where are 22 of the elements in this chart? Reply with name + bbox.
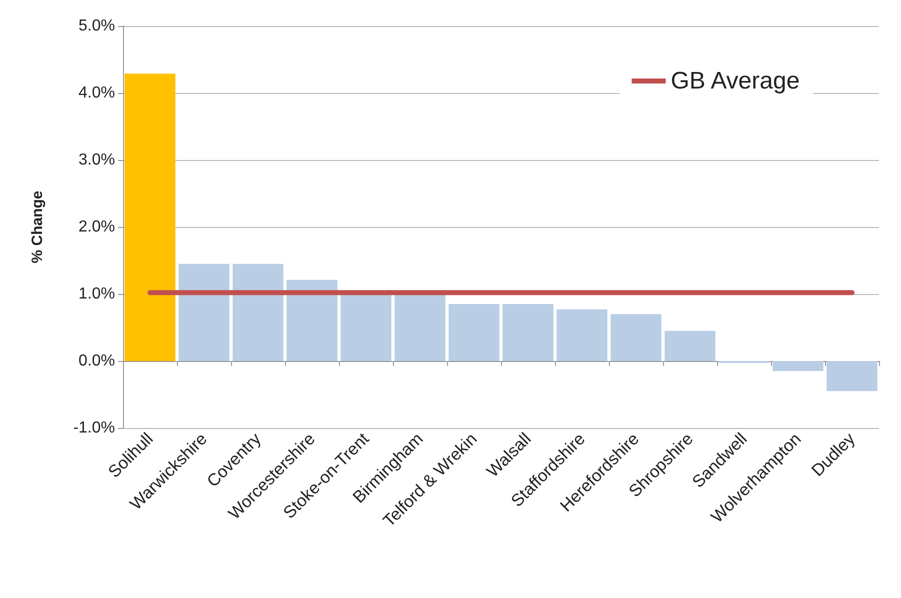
y-tick-label: 3.0% [78, 152, 115, 168]
bar [664, 330, 716, 361]
bar [610, 314, 662, 361]
legend-label: GB Average [670, 68, 800, 94]
bar [826, 361, 878, 392]
bar [340, 294, 392, 361]
bar [286, 280, 338, 361]
y-tick-label: 2.0% [78, 218, 115, 236]
bar [556, 309, 608, 361]
y-tick-label: 0.0% [78, 352, 115, 370]
bar [502, 304, 554, 361]
y-tick-label: 1.0% [78, 286, 115, 302]
bar [448, 304, 500, 361]
y-tick-label: -1.0% [73, 420, 115, 436]
bar [124, 74, 176, 361]
y-axis-title: % Change [29, 190, 46, 264]
y-tick-label: 4.0% [78, 84, 115, 102]
bar [232, 264, 284, 361]
y-tick-label: 5.0% [78, 18, 115, 34]
bar [394, 294, 446, 361]
bar [772, 361, 824, 372]
bar [178, 264, 230, 361]
